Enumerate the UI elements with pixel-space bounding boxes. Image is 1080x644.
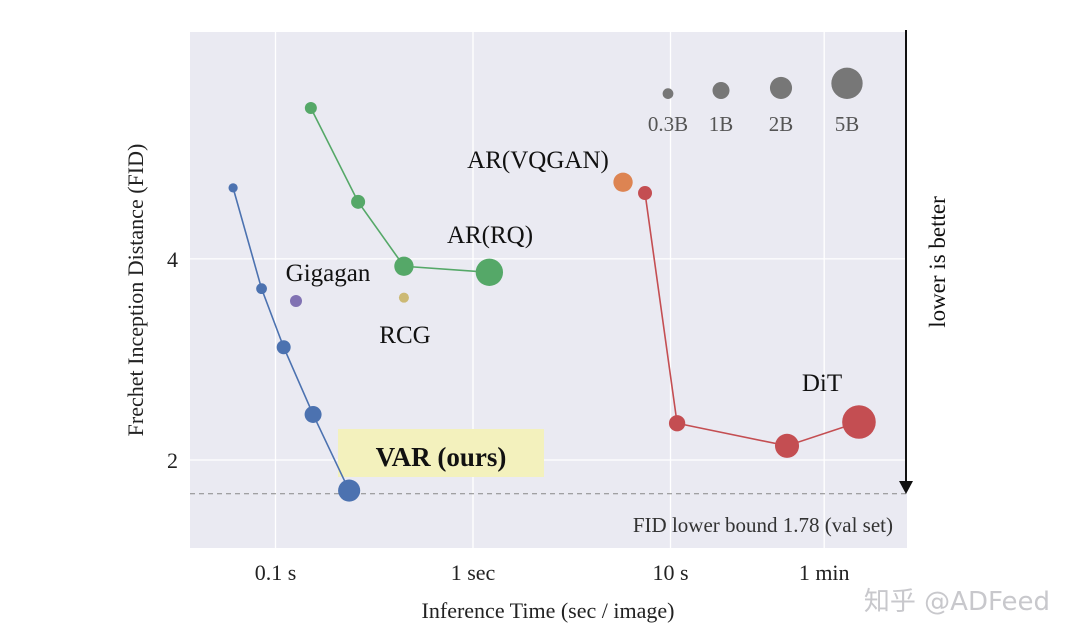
y-axis-label: Frechet Inception Distance (FID)	[123, 144, 148, 437]
data-point-dit	[842, 405, 876, 439]
data-point-ar-rq	[304, 101, 317, 114]
size-legend-label: 5B	[835, 112, 860, 136]
y-tick-label: 4	[167, 247, 178, 272]
size-legend-label: 0.3B	[648, 112, 688, 136]
data-point-dit	[638, 186, 653, 201]
x-tick-label: 10 s	[652, 560, 688, 585]
data-point-var-ours	[304, 405, 322, 423]
data-point-ar-rq	[475, 258, 504, 286]
series-label-ar-vqgan: AR(VQGAN)	[467, 147, 609, 174]
data-point-dit	[774, 433, 800, 458]
series-line-dit	[644, 192, 860, 447]
x-tick-label: 0.1 s	[255, 560, 297, 585]
y-tick-label: 2	[167, 448, 178, 473]
size-legend-marker	[769, 76, 793, 99]
series-label-rcg: RCG	[379, 322, 430, 349]
series-line-ar-rq	[310, 107, 490, 274]
data-point-ar-vqgan	[613, 172, 633, 192]
data-point-rcg	[398, 292, 409, 303]
fid-lower-bound-label: FID lower bound 1.78 (val set)	[633, 513, 893, 537]
arrow-annotation: lower is better	[925, 196, 950, 328]
series-label-gigagan: Gigagan	[286, 260, 371, 287]
watermark: 知乎 @ADFeed	[863, 587, 1050, 617]
data-point-var-ours	[228, 183, 238, 193]
plot-background	[190, 32, 907, 548]
data-point-var-ours	[338, 479, 361, 502]
data-point-dit	[668, 415, 686, 432]
size-legend-label: 2B	[769, 112, 794, 136]
series-label-dit: DiT	[802, 370, 842, 397]
size-legend-marker	[712, 82, 730, 99]
x-tick-label: 1 sec	[451, 560, 496, 585]
data-point-ar-rq	[394, 256, 414, 276]
var-label-highlight	[338, 429, 544, 477]
size-legend-label: 1B	[709, 112, 734, 136]
data-point-gigagan	[290, 294, 303, 307]
size-legend-marker	[662, 88, 674, 100]
data-point-ar-rq	[351, 194, 366, 209]
x-tick-label: 1 min	[799, 560, 850, 585]
x-axis-label: Inference Time (sec / image)	[422, 598, 675, 623]
series-label-var-ours: VAR (ours)	[376, 442, 507, 472]
size-legend-marker	[831, 67, 863, 99]
series-label-ar-rq: AR(RQ)	[447, 222, 533, 249]
data-point-var-ours	[256, 283, 267, 295]
data-point-var-ours	[276, 340, 291, 355]
arrow-head-icon	[899, 481, 913, 494]
